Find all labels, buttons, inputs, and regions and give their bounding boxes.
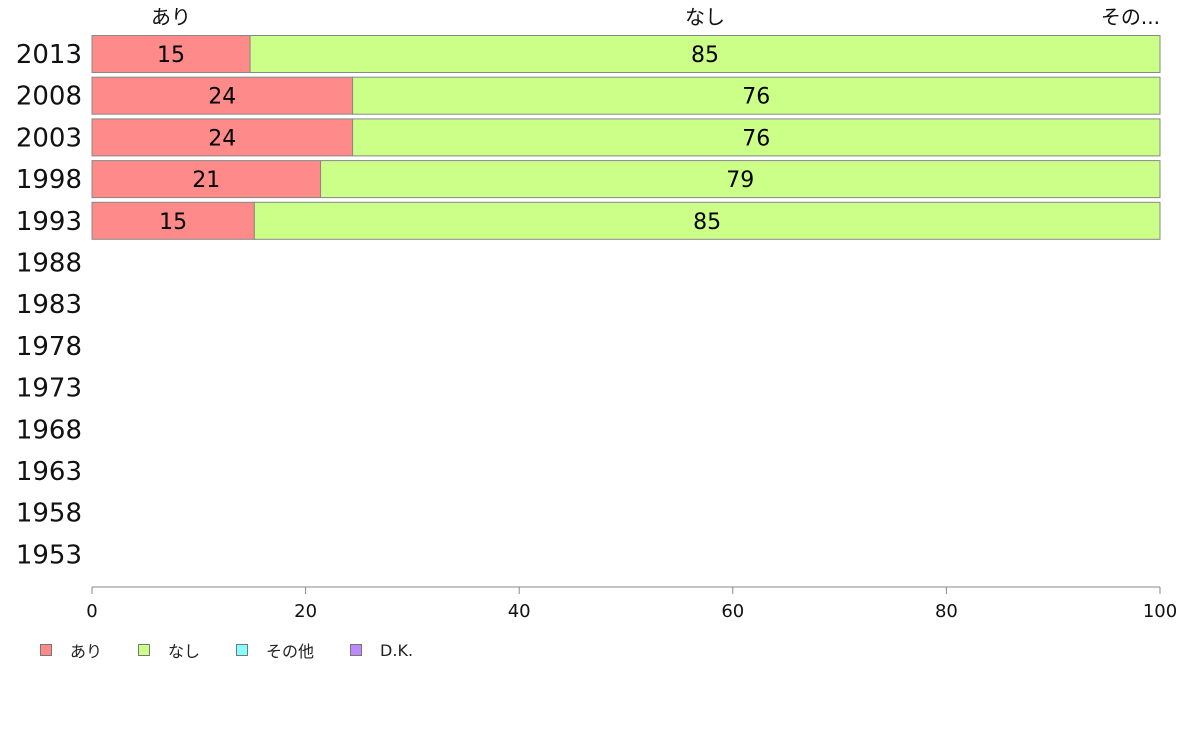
top-label-2: その... [1101,5,1160,29]
x-tick-label-80: 80 [935,601,958,622]
data-label-1998-1: 79 [726,168,754,193]
data-label-2003-1: 76 [742,126,770,151]
y-label-2003: 2003 [16,123,82,153]
bar-2003-0 [91,118,354,157]
bar-2013-1 [249,35,1161,73]
top-label-1: なし [685,5,725,29]
x-axis: 0 20 40 60 80 100 [86,586,1177,622]
legend-item-dk: D.K. [350,641,413,660]
data-label-2008-0: 24 [208,85,236,110]
bar-1993-0 [91,201,255,240]
bar-2008-0 [91,76,354,115]
bar-1998-0 [91,160,322,199]
bar-2013-0 [91,35,251,73]
legend-swatch-nashi [138,644,151,656]
data-label-2013-0: 15 [157,43,185,68]
y-label-1958: 1958 [16,499,82,529]
bar-2008-1 [352,76,1161,115]
legend-label-dk: D.K. [380,640,414,660]
y-label-1953: 1953 [16,540,82,570]
y-label-1973: 1973 [16,374,82,404]
x-tick-label-40: 40 [508,601,531,622]
x-tick-label-60: 60 [721,601,744,622]
top-label-0: あり [151,5,191,29]
y-axis-labels: 2013 2008 2003 1998 1993 1988 1983 1978 1973 1968… [16,40,82,570]
x-tick-label-20: 20 [294,601,317,622]
data-label-2008-1: 76 [742,85,770,110]
bars: 15 85 24 76 24 76 21 79 15 85 [91,35,1161,240]
legend-swatch-dk [350,644,363,656]
data-label-2003-0: 24 [208,126,236,151]
data-label-1993-1: 85 [693,210,721,235]
legend-label-nashi: なし [168,642,201,661]
bar-2003-1 [352,118,1161,157]
legend-item-sonota: その他 [236,638,314,662]
x-tick-label-0: 0 [86,601,97,622]
bar-1998-1 [320,160,1161,199]
legend-label-ari: あり [70,642,103,661]
bar-1993-1 [253,201,1161,240]
y-label-1988: 1988 [16,249,82,279]
x-tick-label-100: 100 [1143,601,1177,622]
legend-item-nashi: なし [138,638,200,662]
y-label-2008: 2008 [16,82,82,112]
series-top-labels: あり なし その... [151,5,1160,29]
y-label-1963: 1963 [16,457,82,487]
legend-swatch-sonota [236,644,249,656]
legend-swatch-ari [40,644,52,656]
data-label-1993-0: 15 [159,210,187,235]
y-label-1998: 1998 [16,165,82,195]
legend: あり なし その他 D.K. [40,638,449,662]
legend-item-ari: あり [40,638,102,662]
y-label-1983: 1983 [16,290,82,320]
y-label-1968: 1968 [16,415,82,445]
y-label-1978: 1978 [16,332,82,362]
data-label-2013-1: 85 [691,43,719,68]
data-label-1998-0: 21 [192,168,220,193]
y-label-2013: 2013 [16,40,82,70]
y-label-1993: 1993 [16,207,82,237]
legend-label-sonota: その他 [266,642,315,661]
